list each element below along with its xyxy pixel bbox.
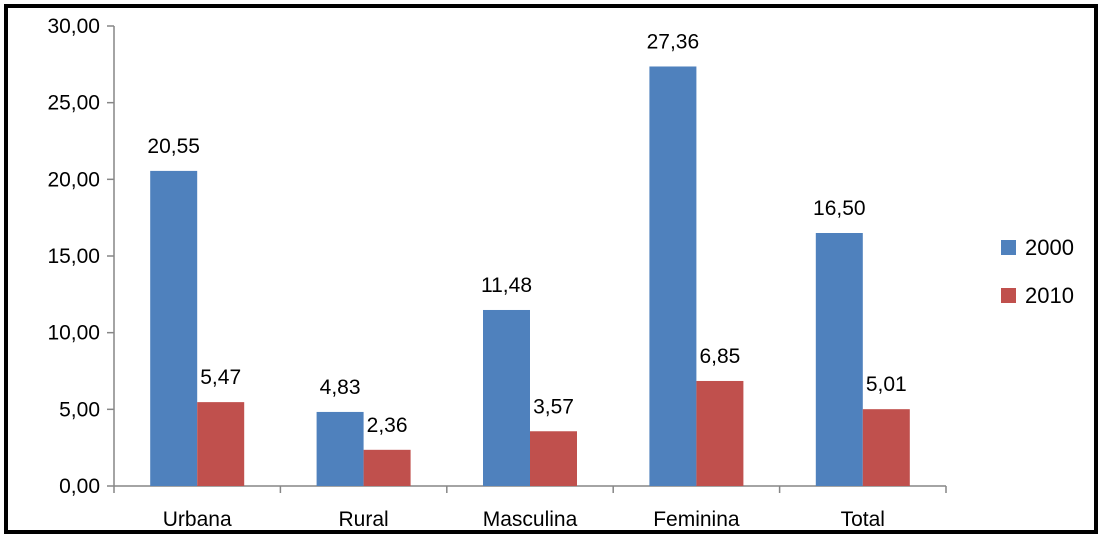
bar-2010-total <box>862 409 910 486</box>
legend: 2000 2010 <box>1001 235 1074 308</box>
y-tick-label: 5,00 <box>59 398 100 421</box>
data-label: 3,57 <box>533 395 574 418</box>
data-label: 4,83 <box>320 376 361 399</box>
bar-2010-masculina <box>530 431 577 486</box>
bars <box>150 66 910 486</box>
legend-swatch-2000 <box>1001 240 1016 255</box>
legend-swatch-2010 <box>1001 288 1016 303</box>
bar-2010-rural <box>363 449 411 486</box>
bar-2000-urbana <box>150 170 198 486</box>
y-tick-label: 0,00 <box>59 475 100 498</box>
x-category-label: Feminina <box>653 508 740 531</box>
y-tick-label: 10,00 <box>47 322 100 345</box>
y-tick-label: 20,00 <box>47 168 100 191</box>
data-labels: 20,55 5,47 4,83 2,36 11,48 3,57 27,36 6,85 16,50… <box>147 30 906 436</box>
bar-2000-masculina <box>483 309 530 486</box>
y-tick-label: 30,00 <box>47 15 100 38</box>
bar-2000-rural <box>316 411 364 486</box>
data-label: 11,48 <box>481 274 532 297</box>
y-tick-label: 15,00 <box>47 245 100 268</box>
bar-2010-feminina <box>696 380 744 486</box>
data-label: 27,36 <box>647 30 700 53</box>
data-label: 5,47 <box>200 366 241 389</box>
data-label: 2,36 <box>367 414 408 437</box>
data-label: 16,50 <box>813 197 866 220</box>
legend-label: 2010 <box>1025 283 1074 308</box>
bar-2000-feminina <box>649 66 697 486</box>
y-tick-label: 25,00 <box>47 92 100 115</box>
data-label: 5,01 <box>866 373 907 396</box>
x-category-label: Urbana <box>163 508 232 531</box>
data-label: 6,85 <box>699 345 740 368</box>
data-label: 20,55 <box>147 135 200 158</box>
axes: 0,00 5,00 10,00 15,00 20,00 25,00 30,00 Urbana R… <box>47 15 947 531</box>
x-category-label: Rural <box>339 508 389 531</box>
legend-label: 2000 <box>1025 235 1074 260</box>
x-category-label: Total <box>841 508 885 531</box>
bar-2010-urbana <box>197 402 245 486</box>
bar-2000-total <box>815 233 863 486</box>
x-category-label: Masculina <box>483 508 578 531</box>
